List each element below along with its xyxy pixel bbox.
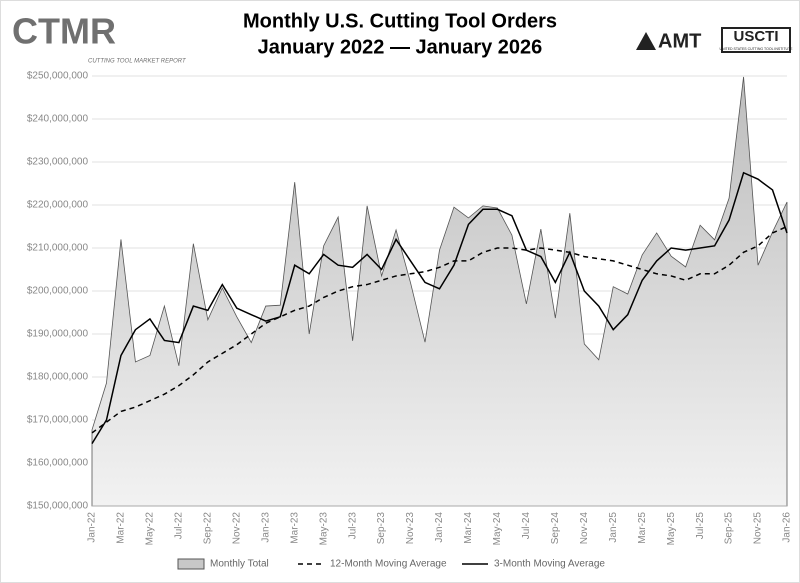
- y-tick-label: $150,000,000: [27, 501, 89, 512]
- x-tick-label: Sep-23: [376, 512, 387, 545]
- legend-label: 12-Month Moving Average: [330, 559, 447, 570]
- logo-uscti-sub: UNITED STATES CUTTING TOOL INSTITUTE: [720, 47, 794, 51]
- logo-uscti-box: [721, 27, 791, 53]
- logo-ctmr-sub: CUTTING TOOL MARKET REPORT: [88, 59, 187, 65]
- legend-label: 3-Month Moving Average: [494, 559, 605, 570]
- chart-title: Monthly U.S. Cutting Tool Orders: [243, 10, 557, 32]
- x-tick-label: May-24: [492, 512, 503, 546]
- y-tick-label: $200,000,000: [27, 286, 89, 297]
- line: [91, 225, 788, 434]
- logo-uscti: USCTI: [734, 28, 779, 45]
- x-tick-label: May-22: [145, 512, 156, 546]
- y-tick-label: $170,000,000: [27, 415, 89, 426]
- x-tick-label: Sep-25: [724, 512, 735, 545]
- y-tick-label: $220,000,000: [27, 200, 89, 211]
- logo-amt: AMT: [658, 30, 701, 52]
- x-tick-label: Nov-24: [579, 512, 590, 545]
- y-tick-label: $210,000,000: [27, 243, 89, 254]
- x-tick-label: Sep-24: [550, 512, 561, 545]
- x-tick-label: Jan-26: [782, 512, 793, 543]
- chart-subtitle: January 2022 — January 2026: [258, 36, 543, 58]
- x-tick-label: Mar-24: [463, 512, 474, 544]
- x-tick-label: Nov-22: [231, 512, 242, 545]
- logo-ctmr: CTMR: [12, 11, 116, 52]
- x-tick-label: Mar-22: [116, 512, 127, 544]
- x-tick-label: Jan-24: [434, 512, 445, 543]
- x-tick-label: Jul-24: [521, 512, 532, 540]
- x-tick-label: Sep-22: [202, 512, 213, 545]
- y-tick-label: $190,000,000: [27, 329, 89, 340]
- x-tick-label: May-25: [666, 512, 677, 546]
- logo-amt-icon: [636, 32, 656, 50]
- y-tick-label: $240,000,000: [27, 114, 89, 125]
- y-tick-label: $180,000,000: [27, 372, 89, 383]
- x-tick-label: Mar-23: [289, 512, 300, 544]
- x-tick-label: Nov-25: [753, 512, 764, 545]
- x-tick-label: Jan-22: [87, 512, 98, 543]
- y-tick-label: $160,000,000: [27, 458, 89, 469]
- x-tick-label: Jul-22: [174, 512, 185, 540]
- x-tick-label: Jul-25: [695, 512, 706, 540]
- line: [91, 171, 788, 445]
- x-tick-label: Jan-25: [608, 512, 619, 543]
- x-tick-label: Jul-23: [347, 512, 358, 540]
- x-tick-label: Nov-23: [405, 512, 416, 545]
- x-tick-label: Mar-25: [637, 512, 648, 544]
- legend-swatch: [177, 558, 205, 570]
- legend-label: Monthly Total: [210, 559, 269, 570]
- x-tick-label: May-23: [318, 512, 329, 546]
- y-tick-label: $230,000,000: [27, 157, 89, 168]
- area: [91, 76, 788, 507]
- y-tick-label: $250,000,000: [27, 71, 89, 82]
- x-tick-label: Jan-23: [260, 512, 271, 543]
